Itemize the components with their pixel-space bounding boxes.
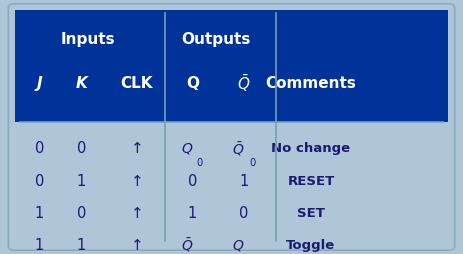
Text: ↑: ↑ xyxy=(130,206,143,221)
Text: J: J xyxy=(37,76,42,91)
Text: Q: Q xyxy=(186,76,199,91)
Text: ↑: ↑ xyxy=(130,141,143,156)
Text: RESET: RESET xyxy=(287,175,334,188)
Text: 1: 1 xyxy=(188,206,197,221)
FancyBboxPatch shape xyxy=(15,10,447,122)
Text: 0: 0 xyxy=(238,206,248,221)
Text: $\bar{Q}$: $\bar{Q}$ xyxy=(181,236,193,254)
Text: Inputs: Inputs xyxy=(61,32,115,47)
Text: 0: 0 xyxy=(76,206,86,221)
Text: $Q$: $Q$ xyxy=(181,141,193,156)
Text: 0: 0 xyxy=(35,141,44,156)
Text: Comments: Comments xyxy=(265,76,356,91)
Text: 1: 1 xyxy=(76,174,86,189)
Text: K: K xyxy=(75,76,87,91)
Text: No change: No change xyxy=(271,142,350,155)
Text: 0: 0 xyxy=(249,157,255,168)
Text: Outputs: Outputs xyxy=(181,32,250,47)
Text: 0: 0 xyxy=(196,157,202,168)
Text: 1: 1 xyxy=(35,237,44,253)
Text: 1: 1 xyxy=(238,174,248,189)
Text: 0: 0 xyxy=(76,141,86,156)
Text: $\bar{Q}$: $\bar{Q}$ xyxy=(237,73,250,94)
Text: ↑: ↑ xyxy=(130,174,143,189)
Text: 0: 0 xyxy=(188,174,197,189)
Text: 0: 0 xyxy=(35,174,44,189)
Text: Toggle: Toggle xyxy=(286,239,335,252)
Text: 1: 1 xyxy=(76,237,86,253)
Text: $Q$: $Q$ xyxy=(232,237,244,253)
Text: 1: 1 xyxy=(35,206,44,221)
Text: ↑: ↑ xyxy=(130,237,143,253)
Text: $\bar{Q}$: $\bar{Q}$ xyxy=(232,140,244,157)
Text: SET: SET xyxy=(296,207,324,220)
FancyBboxPatch shape xyxy=(8,4,454,250)
Text: CLK: CLK xyxy=(120,76,153,91)
